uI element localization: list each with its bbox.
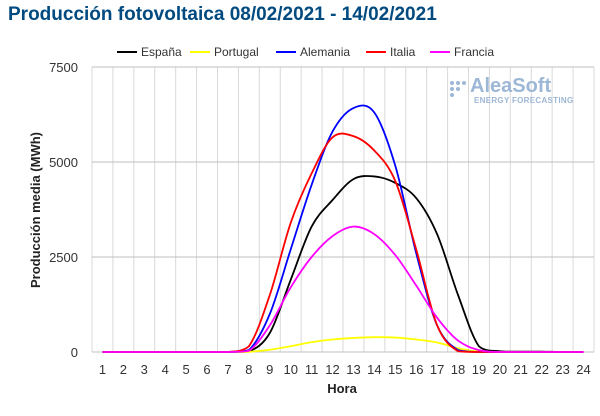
x-tick-label: 19 xyxy=(472,362,486,377)
aleasoft-logo: AleaSoft ENERGY FORECASTING xyxy=(450,75,574,105)
x-tick-label: 17 xyxy=(430,362,444,377)
x-tick-label: 22 xyxy=(534,362,548,377)
x-axis-title: Hora xyxy=(327,381,357,396)
legend-label: Portugal xyxy=(214,45,259,59)
x-tick-label: 5 xyxy=(183,362,190,377)
chart-title: Producción fotovoltaica 08/02/2021 - 14/… xyxy=(8,4,437,25)
legend-label: España xyxy=(141,45,182,59)
x-tick-label: 2 xyxy=(120,362,127,377)
x-tick-label: 15 xyxy=(388,362,402,377)
x-tick-label: 3 xyxy=(141,362,148,377)
x-tick-label: 18 xyxy=(451,362,465,377)
x-tick-label: 7 xyxy=(224,362,231,377)
legend-label: Francia xyxy=(454,45,494,59)
legend-item: Francia xyxy=(430,45,494,59)
legend-item: Portugal xyxy=(190,45,259,59)
x-tick-label: 1 xyxy=(99,362,106,377)
legend-label: Alemania xyxy=(300,45,350,59)
legend-label: Italia xyxy=(390,45,416,59)
x-tick-label: 12 xyxy=(325,362,339,377)
legend: España Portugal Alemania Italia Francia xyxy=(117,45,494,59)
x-tick-label: 11 xyxy=(305,362,319,377)
y-tick-label: 5000 xyxy=(49,155,78,170)
x-tick-label: 23 xyxy=(555,362,569,377)
x-tick-label: 14 xyxy=(367,362,381,377)
x-tick-label: 10 xyxy=(283,362,297,377)
y-axis-title: Producción media (MWh) xyxy=(28,132,43,288)
x-tick-label: 24 xyxy=(576,362,590,377)
x-tick-label: 4 xyxy=(162,362,169,377)
x-tick-label: 13 xyxy=(346,362,360,377)
y-tick-label: 0 xyxy=(71,345,78,360)
legend-item: Italia xyxy=(366,45,416,59)
logo-dots-icon xyxy=(450,81,466,97)
series-line-francia xyxy=(102,225,584,353)
x-tick-label: 6 xyxy=(203,362,210,377)
series-lines xyxy=(102,104,584,353)
y-tick-label: 2500 xyxy=(49,250,78,265)
logo-tagline: ENERGY FORECASTING xyxy=(474,96,574,105)
y-tick-label: 7500 xyxy=(49,60,78,75)
grid-lines xyxy=(91,66,595,353)
x-tick-label: 20 xyxy=(493,362,507,377)
legend-item: Alemania xyxy=(276,45,350,59)
x-tick-label: 21 xyxy=(514,362,528,377)
x-tick-label: 9 xyxy=(266,362,273,377)
legend-item: España xyxy=(117,45,182,59)
logo-name: AleaSoft xyxy=(470,75,551,97)
x-tick-label: 8 xyxy=(245,362,252,377)
x-tick-label: 16 xyxy=(409,362,423,377)
